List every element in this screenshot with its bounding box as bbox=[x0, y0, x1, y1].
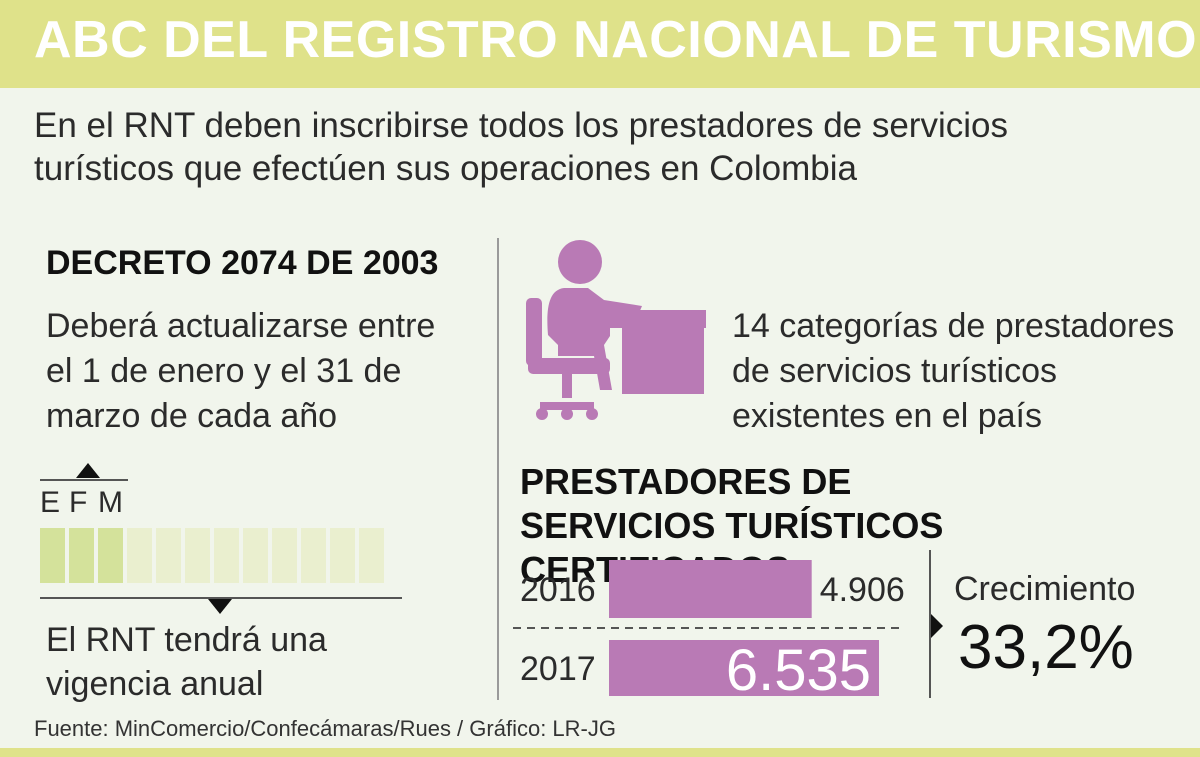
month-labels: E F M bbox=[40, 486, 127, 520]
month-box bbox=[243, 528, 268, 583]
month-box-active bbox=[69, 528, 94, 583]
month-box bbox=[359, 528, 384, 583]
month-label: E bbox=[40, 486, 61, 519]
month-box-active bbox=[40, 528, 65, 583]
page-title: ABC DEL REGISTRO NACIONAL DE TURISMO bbox=[34, 11, 1198, 69]
month-bracket-line bbox=[40, 479, 128, 481]
month-box bbox=[156, 528, 181, 583]
vertical-divider bbox=[497, 238, 499, 700]
growth-divider bbox=[929, 550, 943, 698]
triangle-down-icon bbox=[208, 599, 232, 614]
bar-2017 bbox=[609, 640, 879, 696]
decree-title: DECRETO 2074 DE 2003 bbox=[46, 244, 439, 282]
category-label: 2016 bbox=[520, 571, 596, 609]
month-box bbox=[185, 528, 210, 583]
month-box bbox=[272, 528, 297, 583]
month-box bbox=[214, 528, 239, 583]
value-label: 4.906 bbox=[820, 571, 905, 609]
year-line bbox=[40, 597, 402, 599]
footer-bar bbox=[0, 748, 1200, 757]
triangle-up-icon bbox=[76, 463, 100, 478]
months-calendar-row bbox=[40, 528, 388, 583]
header-banner: ABC DEL REGISTRO NACIONAL DE TURISMO bbox=[0, 0, 1200, 88]
month-box bbox=[330, 528, 355, 583]
bar-2016 bbox=[609, 560, 812, 618]
validity-text: El RNT tendrá una vigencia anual bbox=[46, 621, 327, 703]
value-label: 6.535 bbox=[726, 638, 871, 703]
chart-title: PRESTADORES DE SERVICIOS TURÍSTICOS CERT… bbox=[520, 461, 944, 590]
person-at-desk-icon bbox=[526, 240, 706, 420]
month-box bbox=[301, 528, 326, 583]
intro-text: En el RNT deben inscribirse todos los pr… bbox=[34, 106, 1008, 188]
growth-label: Crecimiento bbox=[954, 570, 1136, 608]
arrow-right-icon bbox=[931, 614, 943, 638]
month-label: F bbox=[69, 486, 88, 519]
growth-value: 33,2% bbox=[958, 613, 1134, 682]
decree-text: Deberá actualizarse entre el 1 de enero … bbox=[46, 307, 436, 435]
source-note: Fuente: MinComercio/Confecámaras/Rues / … bbox=[34, 716, 616, 741]
categories-text: 14 categorías de prestadores de servicio… bbox=[732, 307, 1175, 435]
bar-chart: 2016 4.906 2017 6.535 bbox=[513, 560, 905, 703]
month-box-active bbox=[98, 528, 123, 583]
month-label: M bbox=[98, 486, 123, 519]
month-box bbox=[127, 528, 152, 583]
category-label: 2017 bbox=[520, 650, 596, 688]
